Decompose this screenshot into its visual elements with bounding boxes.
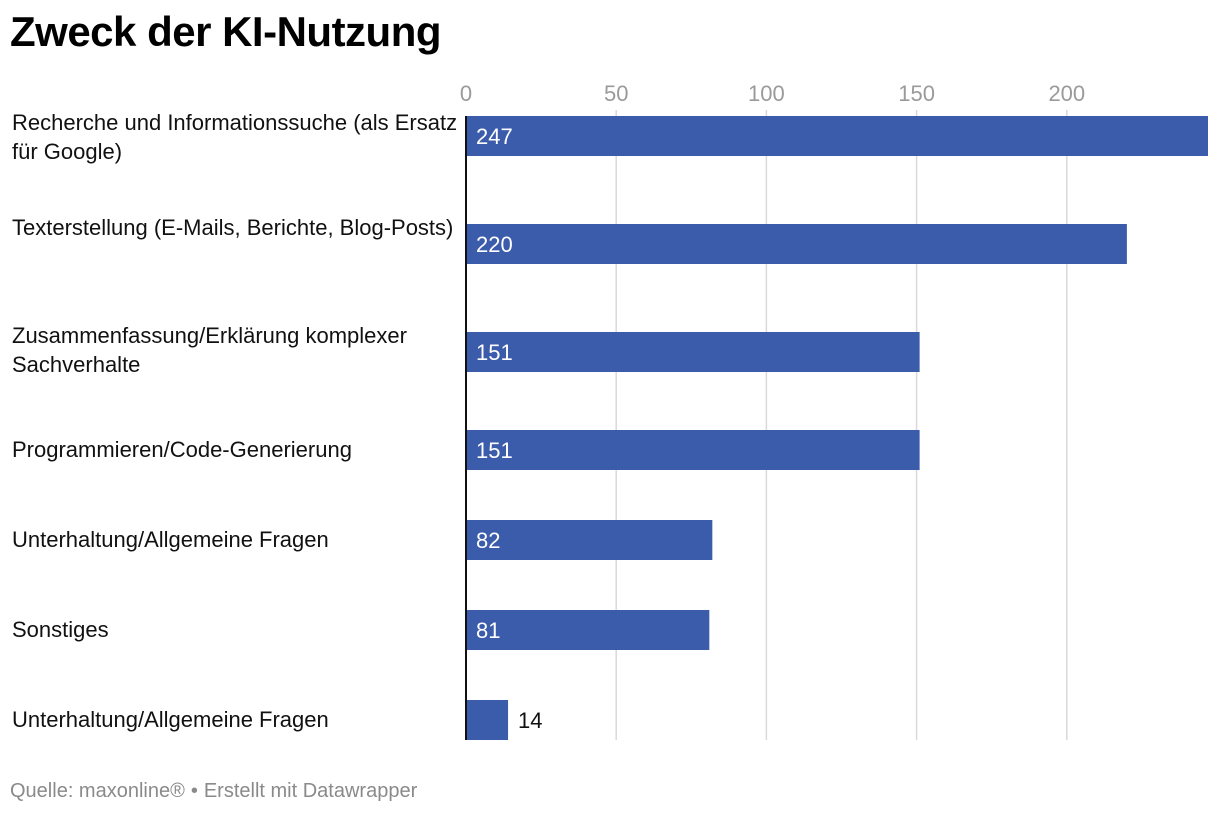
- category-label: Sonstiges: [12, 617, 109, 642]
- bar: [466, 700, 509, 740]
- bar: [466, 224, 1127, 264]
- x-tick-label: 50: [604, 81, 628, 106]
- bar-value-label: 151: [476, 340, 513, 365]
- x-tick-label: 150: [898, 81, 935, 106]
- chart-footer: Quelle: maxonline® • Erstellt mit Datawrap…: [10, 780, 417, 803]
- bar: [466, 116, 1208, 156]
- source-note: Quelle: maxonline®: [10, 780, 185, 802]
- bar-value-label: 82: [476, 528, 500, 553]
- bar: [466, 520, 713, 560]
- x-tick-label: 200: [1048, 81, 1085, 106]
- category-label: Programmieren/Code-Generierung: [12, 437, 352, 462]
- footer-separator: •: [190, 780, 198, 802]
- bar: [466, 332, 920, 372]
- bar: [466, 610, 710, 650]
- bar-value-label: 247: [476, 124, 513, 149]
- x-tick-label: 0: [460, 81, 472, 106]
- category-label: Texterstellung (E-Mails, Berichte, Blog-…: [12, 215, 454, 240]
- category-label: Unterhaltung/Allgemeine Fragen: [12, 707, 329, 732]
- category-label: Unterhaltung/Allgemeine Fragen: [12, 527, 329, 552]
- x-tick-label: 100: [748, 81, 785, 106]
- bar-value-label: 81: [476, 618, 500, 643]
- category-label: Recherche und Informationssuche (als Ers…: [12, 110, 458, 164]
- bar-value-label: 220: [476, 232, 513, 257]
- bar-value-label: 14: [518, 708, 542, 733]
- bar-value-label: 151: [476, 438, 513, 463]
- bar: [466, 430, 920, 470]
- category-label: Zusammenfassung/Erklärung komplexer Sach…: [12, 323, 407, 377]
- credit-note: Erstellt mit Datawrapper: [203, 780, 418, 802]
- chart-title: Zweck der KI-Nutzung: [10, 8, 442, 55]
